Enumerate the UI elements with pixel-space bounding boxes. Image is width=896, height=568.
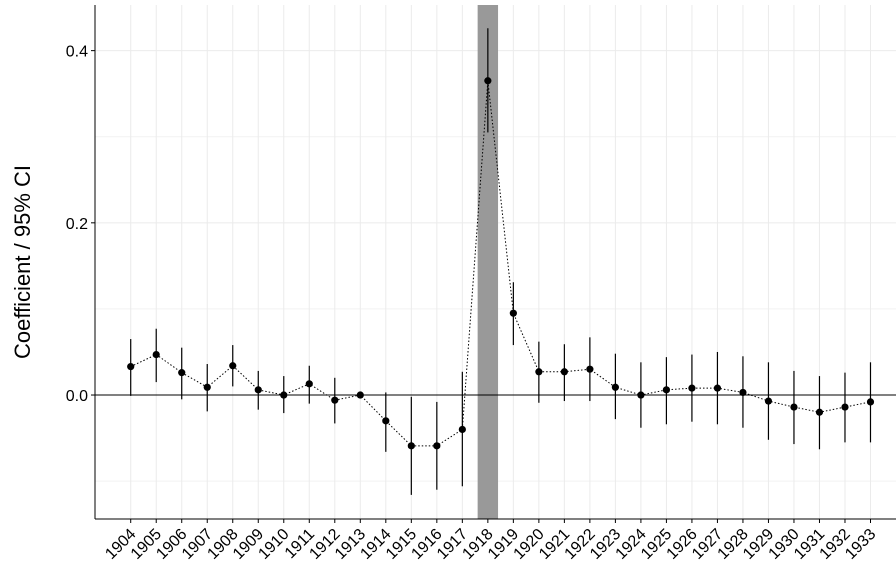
point	[637, 391, 645, 399]
point	[509, 309, 517, 317]
point	[356, 391, 364, 399]
point	[841, 403, 849, 411]
point	[433, 442, 441, 450]
y-tick-label: 0.2	[66, 216, 88, 233]
y-axis-label: Coefficient / 95% CI	[10, 165, 35, 359]
y-tick-label: 0.4	[66, 44, 88, 61]
point	[662, 386, 671, 394]
point	[331, 396, 339, 404]
point	[305, 380, 313, 388]
point	[484, 77, 492, 85]
x-tick-label: 1933	[842, 526, 879, 563]
point	[254, 386, 262, 394]
point	[815, 408, 824, 416]
point	[152, 350, 160, 359]
point	[178, 369, 186, 377]
point	[229, 362, 237, 370]
point	[560, 368, 568, 376]
point	[407, 442, 415, 450]
point	[611, 383, 619, 391]
point	[764, 397, 773, 405]
point	[866, 398, 875, 406]
point	[688, 384, 696, 392]
point	[458, 425, 466, 434]
connecting-line	[130, 80, 871, 447]
point	[790, 403, 798, 411]
y-tick-label: 0.0	[66, 388, 88, 405]
point	[382, 417, 390, 425]
point	[280, 391, 288, 399]
point	[203, 383, 211, 391]
point	[127, 363, 135, 371]
point	[586, 365, 594, 373]
point	[713, 384, 722, 392]
point	[739, 388, 747, 397]
point	[535, 368, 543, 376]
highlight-band	[477, 5, 499, 519]
